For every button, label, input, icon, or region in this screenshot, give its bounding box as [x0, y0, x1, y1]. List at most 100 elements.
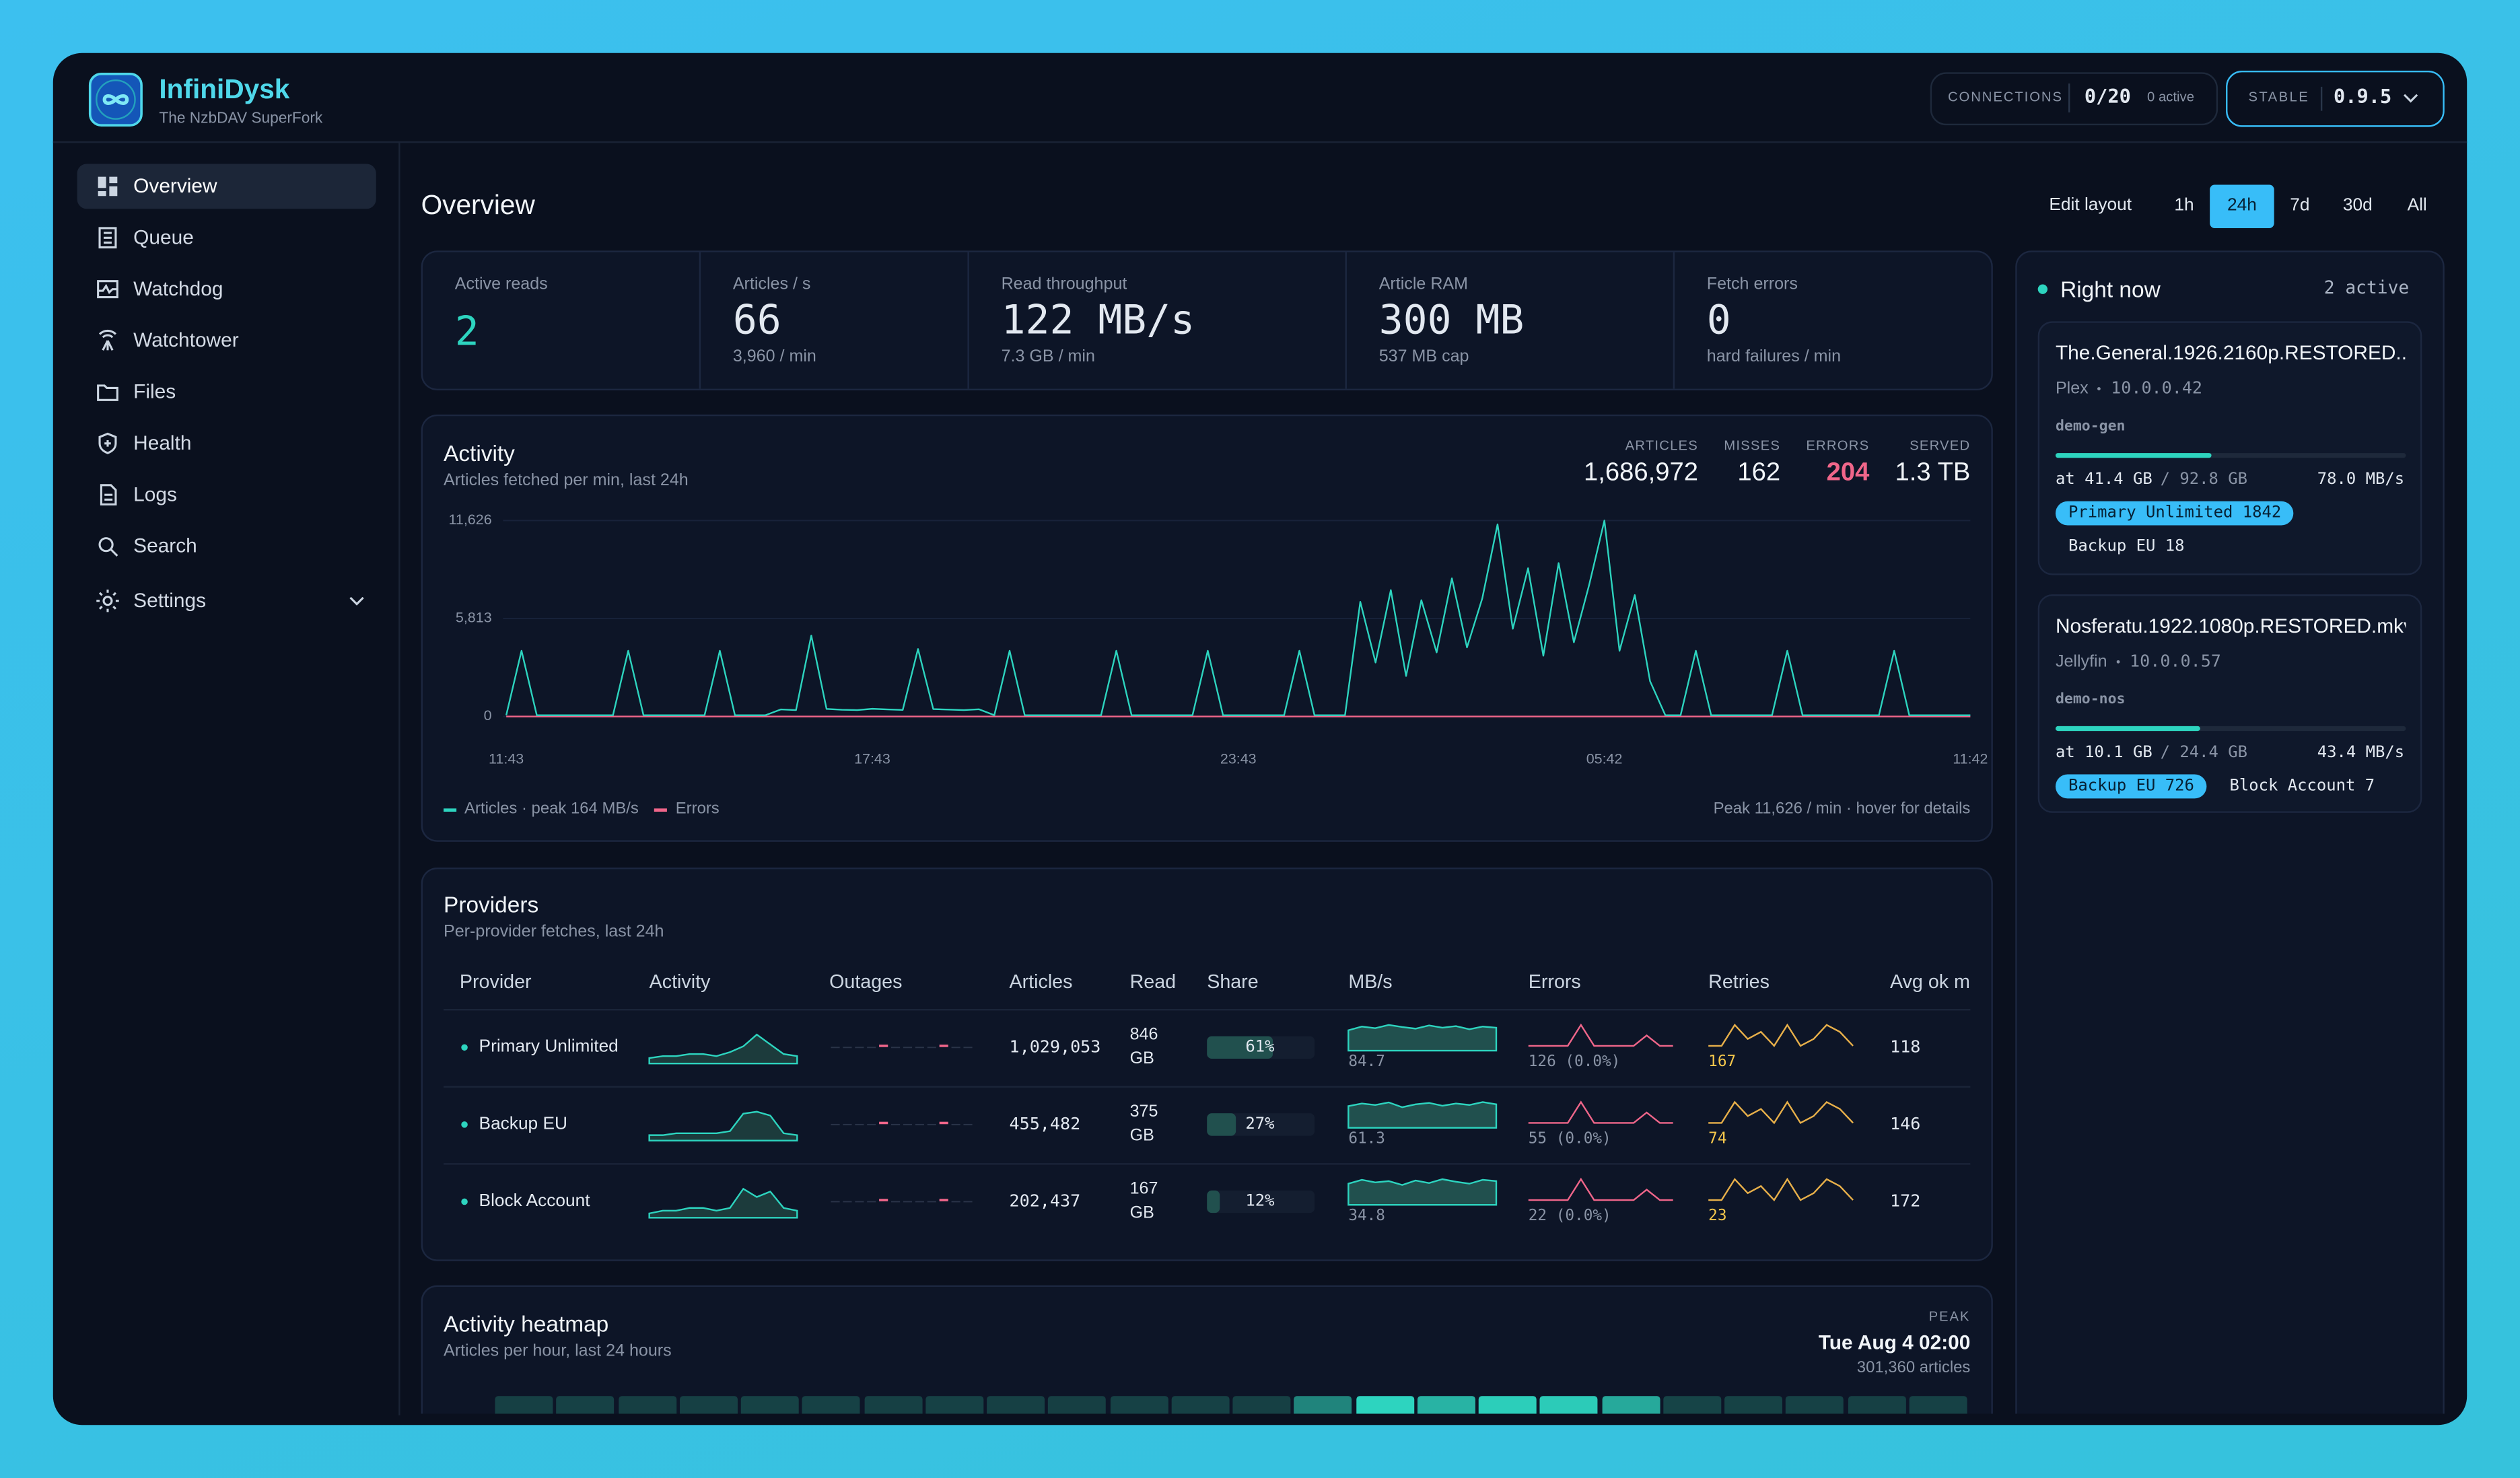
activity-plot: 0 5,813 11,626 11:43 17:43 23:43 05:42 11:42 — [449, 512, 1988, 767]
nav-icon-shape — [98, 537, 118, 557]
nav-chevron — [349, 596, 364, 606]
provider-dot — [461, 1121, 468, 1128]
item-tag: demo-gen — [2055, 419, 2126, 435]
provider-dot — [461, 1198, 468, 1205]
errors-spark — [1528, 1023, 1673, 1047]
nav-label[interactable]: Overview — [133, 174, 217, 198]
provider-chip: Block Account 7 — [2229, 777, 2375, 796]
heatmap-cell — [618, 1396, 676, 1414]
nav-label[interactable]: Health — [133, 431, 192, 455]
edit-layout-button[interactable]: Edit layout — [2049, 195, 2132, 215]
progress-track — [2055, 453, 2406, 458]
nav-item[interactable] — [77, 421, 376, 466]
heatmap-cell — [1232, 1396, 1291, 1414]
item-title: The.General.1926.2160p.RESTORED.... — [2055, 341, 2406, 365]
connections-box — [1930, 72, 2218, 126]
nav-label[interactable]: Settings — [133, 589, 207, 612]
outages-strip — [831, 1121, 973, 1125]
heatmap-cell — [1847, 1396, 1905, 1414]
heatmap-cell — [925, 1396, 983, 1414]
nav-item[interactable] — [77, 472, 376, 518]
nav-icon-shape — [97, 280, 118, 299]
stat-sub: 3,960 / min — [732, 347, 816, 367]
activity-spark-line — [648, 1111, 798, 1141]
item-tag: demo-nos — [2055, 692, 2126, 709]
range-button[interactable]: 30d — [2342, 196, 2373, 215]
progress-done: at 10.1 GB — [2055, 744, 2152, 763]
version: 0.9.5 — [2334, 85, 2392, 108]
legend-swatch — [654, 808, 668, 812]
avg-ok: 146 — [1889, 1115, 1921, 1135]
row-divider — [444, 1086, 1971, 1088]
activity-title: Activity — [444, 439, 515, 466]
mbps-label: 61.3 — [1348, 1130, 1385, 1148]
stat-value: 300 MB — [1378, 296, 1525, 343]
heatmap-cell — [1478, 1396, 1537, 1414]
column-header: MB/s — [1348, 970, 1393, 993]
stat-label: Read throughput — [1001, 275, 1127, 294]
articles-count: 455,482 — [1009, 1115, 1081, 1135]
heatmap-cell — [1601, 1396, 1660, 1414]
stat-value: 0 — [1706, 296, 1731, 343]
stats-card — [421, 250, 1993, 391]
nav-item[interactable] — [77, 215, 376, 260]
errors-label: 22 (0.0%) — [1528, 1207, 1611, 1226]
x-tick-label: 11:43 — [489, 751, 524, 767]
stat-label: Fetch errors — [1706, 275, 1798, 294]
range-button[interactable]: 1h — [2174, 196, 2194, 215]
share-label: 61% — [1245, 1039, 1275, 1057]
connections-separator — [2068, 83, 2070, 113]
range-button[interactable]: 24h — [2227, 196, 2257, 215]
nav-label[interactable]: Logs — [133, 483, 177, 506]
errors-spark — [1528, 1177, 1673, 1201]
series-line — [505, 520, 1971, 716]
legend-item: Articles · peak 164 MB/s — [444, 800, 639, 818]
range-button[interactable]: All — [2407, 196, 2427, 215]
row-divider — [444, 1009, 1971, 1011]
column-header: Read — [1129, 970, 1177, 993]
nav-item[interactable] — [77, 370, 376, 415]
nav-label[interactable]: Files — [133, 380, 176, 403]
errors-spark-line — [1528, 1023, 1673, 1047]
nav-item[interactable] — [77, 164, 376, 209]
retries-spark-line — [1708, 1100, 1854, 1125]
range-selected-bg — [2210, 184, 2274, 228]
nav-label[interactable]: Watchdog — [133, 277, 223, 300]
nav-item[interactable] — [77, 578, 376, 623]
retries-spark-line — [1708, 1023, 1854, 1047]
column-header: Provider — [459, 970, 532, 993]
stat-value: 2 — [454, 308, 479, 355]
stat-sub: 537 MB cap — [1378, 347, 1469, 367]
stat-label: Active reads — [454, 275, 548, 294]
x-tick-label: 11:42 — [1953, 751, 1988, 767]
heatmap-cell — [864, 1396, 922, 1414]
range-button[interactable]: 7d — [2290, 196, 2310, 215]
articles-count: 1,029,053 — [1009, 1037, 1101, 1057]
nav-item[interactable] — [77, 524, 376, 569]
nav-icon — [98, 329, 117, 351]
stat-divider — [1673, 252, 1675, 389]
nav-icon — [100, 484, 117, 506]
connections-active: 0 active — [2147, 88, 2194, 105]
nav-icon — [98, 537, 118, 557]
nav-item[interactable] — [77, 267, 376, 312]
retries-spark — [1708, 1177, 1854, 1201]
summary-item: SERVED 1.3 TB — [1895, 437, 1971, 488]
nav-label[interactable]: Queue — [133, 226, 194, 249]
retries-spark-line — [1708, 1177, 1854, 1201]
version-selector[interactable] — [2226, 71, 2445, 127]
legend-label: Articles · peak 164 MB/s — [464, 800, 639, 818]
retries-label: 167 — [1708, 1053, 1737, 1071]
nav-label[interactable]: Watchtower — [133, 328, 239, 352]
column-header: Outages — [829, 970, 903, 993]
nav-label[interactable]: Search — [133, 534, 197, 557]
outages-strip — [831, 1199, 973, 1203]
heatmap-cell — [1171, 1396, 1230, 1414]
progress-done: at 41.4 GB — [2055, 470, 2152, 489]
heatmap-cell — [495, 1396, 553, 1414]
nav-icon-shape — [98, 329, 117, 351]
